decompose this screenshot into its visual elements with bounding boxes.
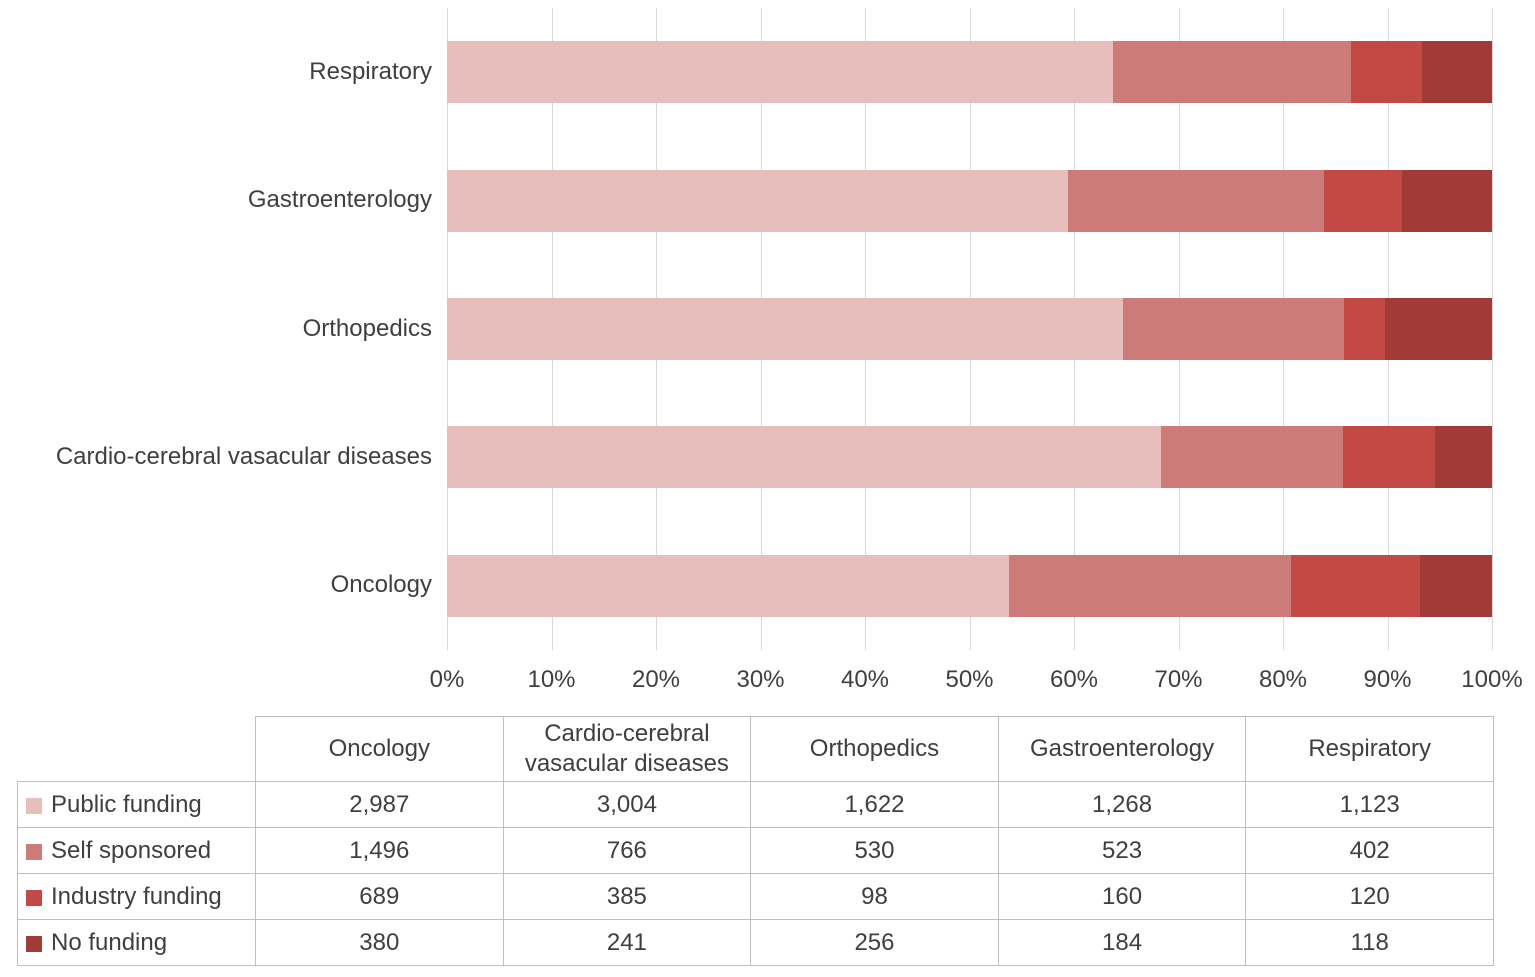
bar-segment-industry-funding: [1344, 298, 1386, 361]
category-label: Orthopedics: [302, 314, 432, 342]
bar-segment-industry-funding: [1343, 426, 1435, 489]
stacked-bar-gastroenterology: [447, 169, 1492, 232]
stacked-bar-cardio-cerebral-vasacular-diseases: [447, 426, 1492, 489]
stacked-bar-oncology: [447, 554, 1492, 617]
legend-swatch-no-funding: [26, 935, 42, 952]
chart-row-oncology: Oncology: [0, 522, 1492, 650]
table-corner-cell: [17, 716, 256, 782]
x-axis-tick-label: 100%: [1461, 666, 1523, 693]
category-label: Oncology: [330, 571, 432, 599]
legend-cell: Public funding: [17, 781, 256, 828]
bar-segment-industry-funding: [1290, 554, 1421, 617]
table-row-no-funding: No funding 380 241 256 184 118: [17, 919, 1494, 966]
x-axis-tick-label: 10%: [527, 666, 576, 693]
bar-segment-industry-funding: [1350, 41, 1423, 104]
table-value-cell: 184: [997, 919, 1247, 966]
table-column-header-oncology: Oncology: [255, 716, 504, 782]
bar-segment-no-funding: [1434, 426, 1492, 489]
table-value-cell: 1,123: [1245, 781, 1494, 828]
table-value-cell: 1,496: [255, 827, 504, 874]
stacked-bar-chart: Respiratory Gastroenterology Orthopedics Ca…: [0, 8, 1523, 698]
table-column-header-respiratory: Respiratory: [1245, 716, 1494, 782]
category-label: Cardio-cerebral vasacular diseases: [55, 443, 432, 471]
x-axis-tick-label: 30%: [736, 666, 785, 693]
table-row-self-sponsored: Self sponsored 1,496 766 530 523 402: [17, 827, 1494, 874]
bar-segment-self-sponsored: [1112, 41, 1351, 104]
series-name: Self sponsored: [51, 836, 212, 864]
x-axis-tick-label: 20%: [631, 666, 681, 693]
bar-segment-public-funding: [447, 426, 1162, 489]
x-axis-tick-label: 40%: [840, 666, 890, 693]
table-value-cell: 241: [502, 919, 752, 966]
table-row-public-funding: Public funding 2,987 3,004 1,622 1,268 1,123: [17, 781, 1494, 828]
chart-row-respiratory: Respiratory: [0, 8, 1492, 136]
stacked-bar-respiratory: [447, 41, 1492, 104]
series-name: No funding: [51, 928, 168, 956]
chart-rows: Respiratory Gastroenterology Orthopedics Ca…: [0, 8, 1492, 650]
table-value-cell: 689: [255, 873, 504, 920]
category-label: Gastroenterology: [247, 186, 432, 214]
x-axis-tick-label: 50%: [945, 666, 994, 693]
table-value-cell: 3,004: [502, 781, 752, 828]
table-value-cell: 766: [502, 827, 752, 874]
table-column-header-cardio-cerebral-vasacular-diseases: Cardio-cerebral vasacular diseases: [502, 716, 752, 782]
bar-segment-industry-funding: [1323, 169, 1402, 232]
table-value-cell: 160: [997, 873, 1247, 920]
chart-row-orthopedics: Orthopedics: [0, 265, 1492, 393]
x-axis-tick-label: 60%: [1049, 666, 1099, 693]
table-value-cell: 380: [255, 919, 504, 966]
legend-swatch-self-sponsored: [26, 843, 42, 860]
table-value-cell: 98: [750, 873, 999, 920]
x-axis-tick-label: 80%: [1258, 666, 1308, 693]
bar-segment-no-funding: [1422, 41, 1492, 104]
legend-cell: No funding: [17, 919, 256, 966]
bar-segment-public-funding: [447, 169, 1068, 232]
table-row-industry-funding: Industry funding 689 385 98 160 120: [17, 873, 1494, 920]
data-table: Oncology Cardio-cerebral vasacular diseas…: [17, 716, 1494, 966]
legend-swatch-industry-funding: [26, 889, 42, 906]
bar-segment-no-funding: [1420, 554, 1492, 617]
chart-row-gastroenterology: Gastroenterology: [0, 136, 1492, 264]
bar-segment-self-sponsored: [1067, 169, 1324, 232]
chart-row-cardio-cerebral-vasacular-diseases: Cardio-cerebral vasacular diseases: [0, 393, 1492, 521]
x-axis-tick-label: 0%: [429, 666, 465, 693]
bar-segment-self-sponsored: [1161, 426, 1344, 489]
table-value-cell: 385: [502, 873, 752, 920]
gridline: [1492, 8, 1493, 650]
bar-segment-no-funding: [1385, 298, 1492, 361]
table-column-header-orthopedics: Orthopedics: [750, 716, 999, 782]
bar-segment-self-sponsored: [1009, 554, 1291, 617]
bar-segment-public-funding: [447, 41, 1113, 104]
series-name: Public funding: [51, 790, 202, 818]
bar-segment-self-sponsored: [1123, 298, 1345, 361]
legend-cell: Self sponsored: [17, 827, 256, 874]
data-table-wrap: Oncology Cardio-cerebral vasacular diseas…: [17, 716, 1494, 966]
table-value-cell: 2,987: [255, 781, 504, 828]
table-value-cell: 120: [1245, 873, 1494, 920]
table-column-header-gastroenterology: Gastroenterology: [997, 716, 1247, 782]
table-value-cell: 523: [997, 827, 1247, 874]
table-value-cell: 1,622: [750, 781, 999, 828]
legend-swatch-public-funding: [26, 797, 42, 814]
series-name: Industry funding: [51, 882, 222, 910]
x-axis-tick-label: 70%: [1154, 666, 1203, 693]
table-value-cell: 402: [1245, 827, 1494, 874]
stacked-bar-orthopedics: [447, 298, 1492, 361]
bar-segment-public-funding: [447, 298, 1124, 361]
x-axis-tick-label: 90%: [1363, 666, 1412, 693]
table-value-cell: 530: [750, 827, 999, 874]
table-value-cell: 118: [1245, 919, 1494, 966]
bar-segment-public-funding: [447, 554, 1010, 617]
x-axis: 0% 10% 20% 30% 40% 50% 60% 70% 80% 90% 100%: [430, 666, 1523, 698]
legend-cell: Industry funding: [17, 873, 256, 920]
bar-segment-no-funding: [1401, 169, 1492, 232]
table-header-row: Oncology Cardio-cerebral vasacular diseas…: [17, 716, 1494, 782]
table-value-cell: 256: [750, 919, 999, 966]
table-value-cell: 1,268: [997, 781, 1247, 828]
category-label: Respiratory: [309, 57, 432, 85]
